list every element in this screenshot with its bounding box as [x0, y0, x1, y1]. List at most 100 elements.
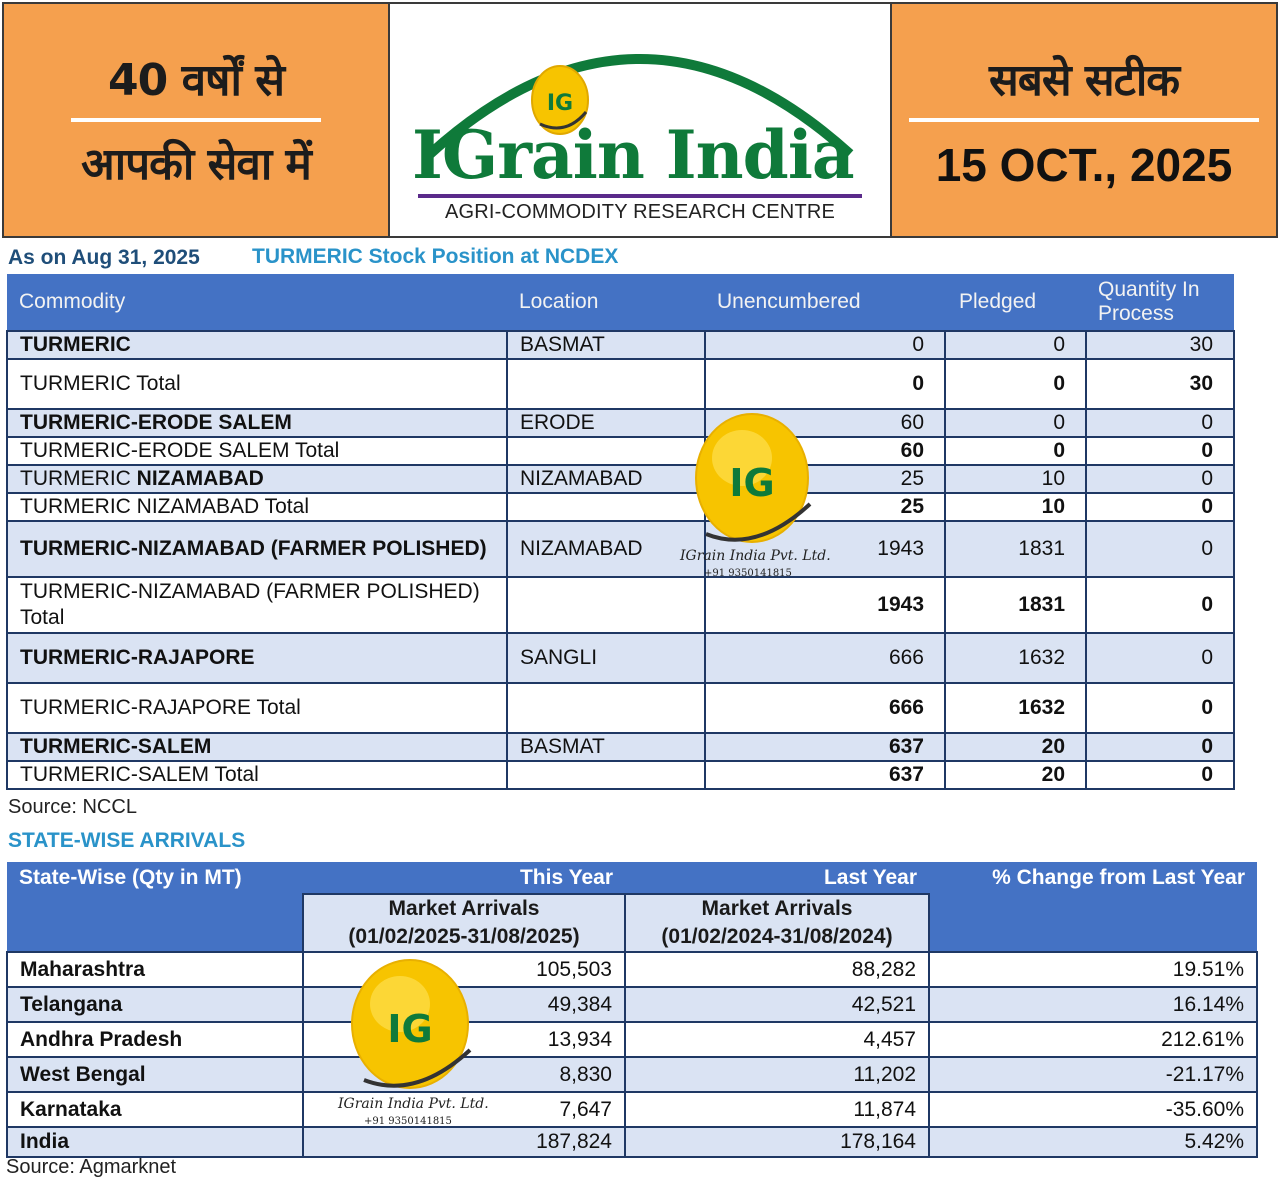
watermark-phone: +91 9350141815 [364, 1116, 452, 1127]
header-banner: 40 वर्षों से आपकी सेवा में IG IGrain Ind… [2, 2, 1278, 238]
location-cell [506, 760, 706, 790]
in-process-cell: 0 [1085, 436, 1235, 466]
table-row: TURMERIC Total 0 0 30 [6, 358, 1235, 410]
table-row: TURMERIC NIZAMABAD Total 25 10 0 [6, 492, 1235, 522]
in-process-cell: 0 [1085, 492, 1235, 522]
commodity-cell: TURMERIC-ERODE SALEM Total [6, 436, 508, 466]
last-year-cell: 88,282 [624, 951, 930, 988]
pledged-cell: 1831 [944, 520, 1087, 578]
unencumbered-cell: 1943 [704, 520, 946, 578]
arrivals-section-title: STATE-WISE ARRIVALS [8, 829, 246, 852]
location-cell: NIZAMABAD [506, 464, 706, 494]
last-year-cell: 178,164 [624, 1126, 930, 1158]
commodity-bold: NIZAMABAD [136, 467, 264, 490]
this-year-cell: 8,830 [302, 1056, 626, 1093]
commodity-cell: TURMERIC Total [6, 358, 508, 410]
state-arrivals-table: State-Wise (Qty in MT) This Year Last Ye… [6, 862, 1258, 1158]
commodity-prefix: TURMERIC [20, 467, 137, 490]
stock-position-table: Commodity Location Unencumbered Pledged … [6, 274, 1235, 790]
table-row: Andhra Pradesh 13,934 4,457 212.61% [6, 1021, 1258, 1058]
state-cell: Maharashtra [6, 951, 304, 988]
pledged-cell: 0 [944, 436, 1087, 466]
column-header: Commodity [7, 274, 507, 332]
pledged-cell: 10 [944, 492, 1087, 522]
header-right-panel: सबसे सटीक 15 OCT., 2025 [890, 4, 1276, 236]
unencumbered-cell: 637 [704, 760, 946, 790]
location-cell [506, 682, 706, 734]
logo: IG IGrain India AGRI-COMMODITY RESEARCH … [390, 4, 890, 236]
column-subheader: Market Arrivals (01/02/2024-31/08/2024) [624, 893, 930, 953]
location-cell [506, 436, 706, 466]
pledged-cell: 0 [944, 408, 1087, 438]
location-cell: SANGLI [506, 632, 706, 684]
in-process-cell: 0 [1085, 576, 1235, 634]
header-left-panel: 40 वर्षों से आपकी सेवा में [4, 4, 390, 236]
pledged-cell: 0 [944, 330, 1087, 360]
table-row: TURMERIC NIZAMABAD NIZAMABAD 25 10 0 [6, 464, 1235, 494]
location-cell [506, 492, 706, 522]
in-process-cell: 0 [1085, 682, 1235, 734]
state-cell: Karnataka [6, 1091, 304, 1128]
unencumbered-cell: 1943 [704, 576, 946, 634]
in-process-cell: 0 [1085, 632, 1235, 684]
commodity-cell: TURMERIC NIZAMABAD Total [6, 492, 508, 522]
column-header: Location [507, 274, 705, 332]
state-cell: Telangana [6, 986, 304, 1023]
last-year-cell: 11,874 [624, 1091, 930, 1128]
location-cell [506, 576, 706, 634]
divider [71, 118, 321, 122]
watermark-logo-icon: IG [695, 413, 812, 543]
state-cell: India [6, 1126, 304, 1158]
tagline-service: आपकी सेवा में [81, 139, 312, 190]
brand-logo-panel: IG IGrain India AGRI-COMMODITY RESEARCH … [390, 4, 890, 236]
watermark-phone: +91 9350141815 [704, 568, 792, 579]
table-subheader-row: Market Arrivals (01/02/2025-31/08/2025) M… [7, 893, 1257, 953]
report-date: 15 OCT., 2025 [935, 139, 1233, 191]
subheader-period: (01/02/2024-31/08/2024) [661, 925, 893, 948]
location-cell: NIZAMABAD [506, 520, 706, 578]
last-year-cell: 42,521 [624, 986, 930, 1023]
in-process-cell: 30 [1085, 330, 1235, 360]
table-header-row: Commodity Location Unencumbered Pledged … [7, 274, 1234, 332]
watermark-company: IGrain India Pvt. Ltd. [338, 1096, 489, 1112]
pledged-cell: 20 [944, 760, 1087, 790]
change-cell: -21.17% [928, 1056, 1258, 1093]
commodity-cell: TURMERIC [6, 330, 508, 360]
location-cell: BASMAT [506, 330, 706, 360]
subheader-period: (01/02/2025-31/08/2025) [348, 925, 580, 948]
subheader-line: Market Arrivals [701, 897, 853, 920]
table-row: TURMERIC-ERODE SALEM Total 60 0 0 [6, 436, 1235, 466]
in-process-cell: 0 [1085, 732, 1235, 762]
state-cell: West Bengal [6, 1056, 304, 1093]
column-header: % Change from Last Year [929, 862, 1257, 894]
commodity-cell: TURMERIC-NIZAMABAD (FARMER POLISHED) Tot… [6, 576, 508, 634]
column-header: State-Wise (Qty in MT) [7, 862, 303, 894]
commodity-cell: TURMERIC-NIZAMABAD (FARMER POLISHED) [6, 520, 508, 578]
last-year-cell: 11,202 [624, 1056, 930, 1093]
in-process-cell: 0 [1085, 520, 1235, 578]
brand-name: IGrain India [412, 116, 855, 194]
commodity-cell: TURMERIC-RAJAPORE [6, 632, 508, 684]
table-row: TURMERIC-SALEM Total 637 20 0 [6, 760, 1235, 790]
table-row: TURMERIC-RAJAPORE Total 666 1632 0 [6, 682, 1235, 734]
unencumbered-cell: 0 [704, 358, 946, 410]
tagline-years: 40 वर्षों से [108, 55, 285, 106]
change-cell: 5.42% [928, 1126, 1258, 1158]
watermark-company: IGrain India Pvt. Ltd. [680, 548, 831, 564]
table-row-total: India 187,824 178,164 5.42% [6, 1126, 1258, 1158]
commodity-cell: TURMERIC-SALEM [6, 732, 508, 762]
pledged-cell: 1632 [944, 682, 1087, 734]
brand-underline [418, 194, 862, 198]
column-header: This Year [303, 862, 625, 894]
table-row: Karnataka 7,647 11,874 -35.60% [6, 1091, 1258, 1128]
tagline-accurate: सबसे सटीक [988, 55, 1180, 106]
brand-subtitle: AGRI-COMMODITY RESEARCH CENTRE [444, 201, 836, 223]
table-row: TURMERIC-SALEM BASMAT 637 20 0 [6, 732, 1235, 762]
change-cell: -35.60% [928, 1091, 1258, 1128]
table-row: Telangana 49,384 42,521 16.14% [6, 986, 1258, 1023]
commodity-cell: TURMERIC-ERODE SALEM [6, 408, 508, 438]
stock-section-title: TURMERIC Stock Position at NCDEX [252, 245, 619, 268]
table-row: TURMERIC-ERODE SALEM ERODE 60 0 0 [6, 408, 1235, 438]
subheader-line: Market Arrivals [388, 897, 540, 920]
logo-badge-text: IG [547, 91, 573, 116]
